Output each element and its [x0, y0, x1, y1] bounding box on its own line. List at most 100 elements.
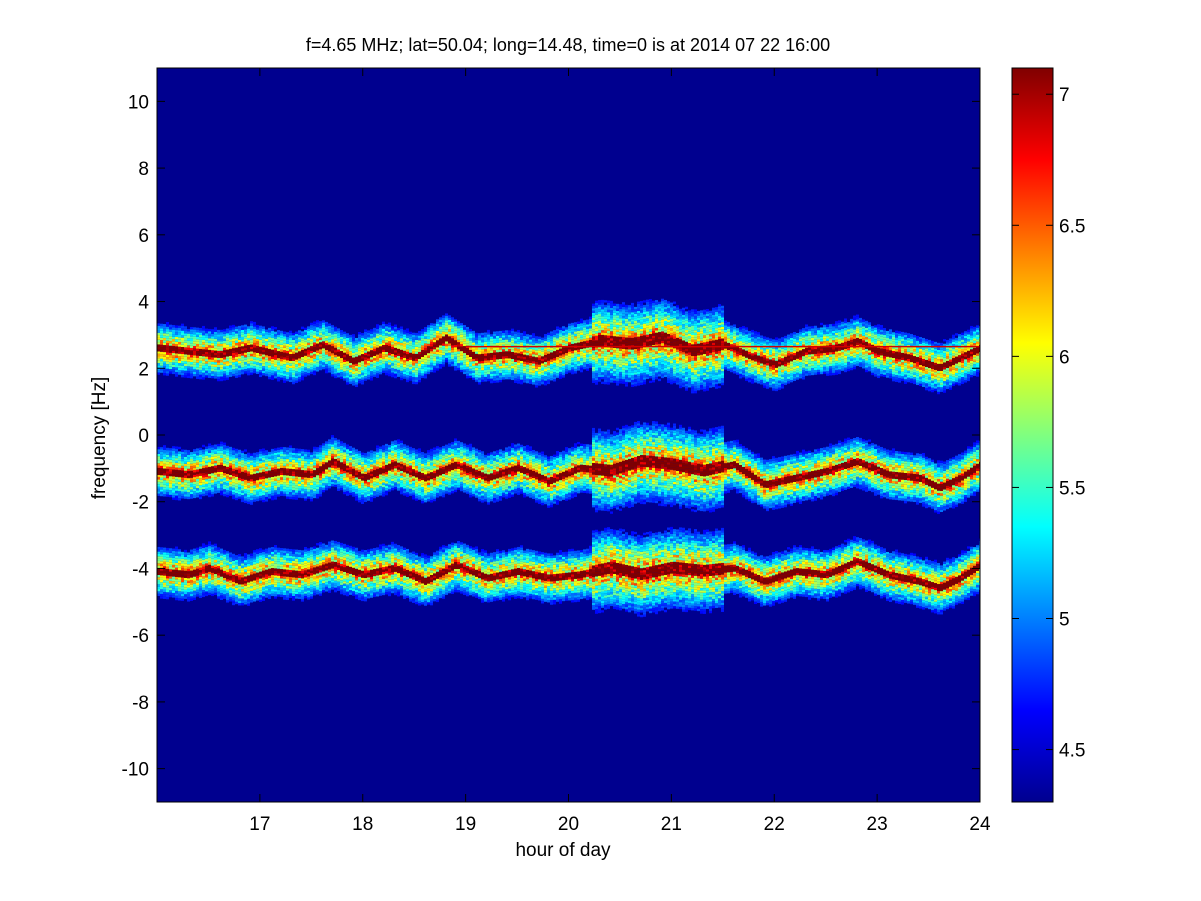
spectrogram-cell: [187, 349, 190, 353]
spectrogram-cell: [358, 469, 361, 472]
spectrogram-cell: [334, 331, 337, 334]
spectrogram-cell: [178, 595, 181, 599]
spectrogram-cell: [292, 549, 295, 552]
spectrogram-cell: [223, 447, 226, 450]
spectrogram-cell: [277, 360, 280, 363]
spectrogram-cell: [349, 578, 352, 581]
spectrogram-cell: [349, 485, 352, 489]
spectrogram-cell: [253, 492, 256, 495]
spectrogram-cell: [376, 573, 379, 576]
spectrogram-cell: [331, 542, 334, 546]
spectrogram-cell: [202, 569, 205, 572]
spectrogram-cell: [286, 357, 289, 361]
spectrogram-cell: [184, 359, 187, 362]
spectrogram-cell: [379, 563, 382, 566]
spectrogram-cell: [304, 334, 307, 338]
spectrogram-cell: [178, 451, 181, 454]
spectrogram-cell: [295, 378, 298, 381]
spectrogram-cell: [283, 597, 286, 600]
spectrogram-cell: [286, 553, 289, 556]
spectrogram-cell: [331, 580, 334, 583]
spectrogram-cell: [322, 466, 325, 469]
spectrogram-cell: [310, 485, 313, 488]
spectrogram-cell: [163, 370, 166, 374]
spectrogram-cell: [382, 569, 385, 572]
spectrogram-cell: [325, 485, 328, 489]
spectrogram-cell: [307, 366, 310, 369]
spectrogram-cell: [361, 556, 364, 560]
spectrogram-cell: [199, 581, 202, 585]
spectrogram-cell: [178, 346, 181, 350]
spectrogram-cell: [199, 570, 202, 573]
spectrogram-cell: [181, 458, 184, 462]
spectrogram-cell: [157, 328, 160, 331]
spectrogram-cell: [205, 593, 208, 597]
spectrogram-cell: [292, 471, 295, 474]
spectrogram-cell: [169, 492, 172, 495]
spectrogram-cell: [193, 338, 196, 342]
spectrogram-cell: [343, 578, 346, 582]
spectrogram-cell: [184, 580, 187, 583]
spectrogram-cell: [202, 580, 205, 584]
spectrogram-cell: [178, 572, 181, 575]
spectrogram-cell: [346, 589, 349, 592]
spectrogram-cell: [172, 557, 175, 561]
spectrogram-cell: [208, 457, 211, 460]
spectrogram-cell: [310, 577, 313, 581]
spectrogram-cell: [358, 360, 361, 363]
spectrogram-cell: [373, 477, 376, 480]
spectrogram-cell: [223, 556, 226, 560]
spectrogram-cell: [376, 559, 379, 562]
spectrogram-cell: [166, 461, 169, 465]
spectrogram-cell: [316, 341, 319, 344]
spectrogram-cell: [211, 544, 214, 548]
spectrogram-cell: [319, 449, 322, 453]
spectrogram-cell: [367, 332, 370, 336]
spectrogram-cell: [304, 362, 307, 366]
spectrogram-cell: [262, 598, 265, 601]
spectrogram-cell: [310, 350, 313, 354]
spectrogram-cell: [259, 353, 262, 357]
spectrogram-cell: [313, 558, 316, 561]
spectrogram-cell: [307, 588, 310, 591]
spectrogram-cell: [280, 337, 283, 341]
spectrogram-cell: [280, 571, 283, 574]
spectrogram-cell: [169, 583, 172, 586]
spectrogram-cell: [289, 593, 292, 596]
spectrogram-cell: [253, 345, 256, 348]
spectrogram-cell: [181, 561, 184, 564]
spectrogram-cell: [226, 333, 229, 336]
spectrogram-cell: [298, 344, 301, 347]
spectrogram-cell: [364, 464, 367, 467]
spectrogram-cell: [223, 451, 226, 455]
spectrogram-cell: [367, 463, 370, 466]
spectrogram-cell: [241, 558, 244, 562]
spectrogram-cell: [211, 577, 214, 580]
spectrogram-cell: [193, 585, 196, 589]
spectrogram-cell: [319, 570, 322, 573]
spectrogram-cell: [331, 458, 334, 461]
spectrogram-cell: [262, 335, 265, 339]
spectrogram-cell: [286, 560, 289, 563]
spectrogram-cell: [202, 377, 205, 380]
spectrogram-cell: [217, 450, 220, 454]
spectrogram-cell: [322, 331, 325, 335]
spectrogram-cell: [337, 451, 340, 454]
spectrogram-cell: [277, 456, 280, 460]
spectrogram-cell: [364, 568, 367, 572]
spectrogram-cell: [187, 454, 190, 458]
spectrogram-cell: [247, 580, 250, 583]
spectrogram-cell: [202, 592, 205, 595]
spectrogram-cell: [292, 344, 295, 347]
spectrogram-cell: [208, 592, 211, 596]
spectrogram-cell: [229, 493, 232, 496]
spectrogram-cell: [361, 570, 364, 574]
spectrogram-cell: [184, 340, 187, 343]
spectrogram-cell: [325, 345, 328, 348]
spectrogram-cell: [382, 370, 385, 374]
spectrogram-cell: [319, 468, 322, 471]
spectrogram-cell: [196, 364, 199, 368]
spectrogram-cell: [334, 352, 337, 355]
spectrogram-cell: [292, 469, 295, 472]
spectrogram-cell: [259, 451, 262, 454]
